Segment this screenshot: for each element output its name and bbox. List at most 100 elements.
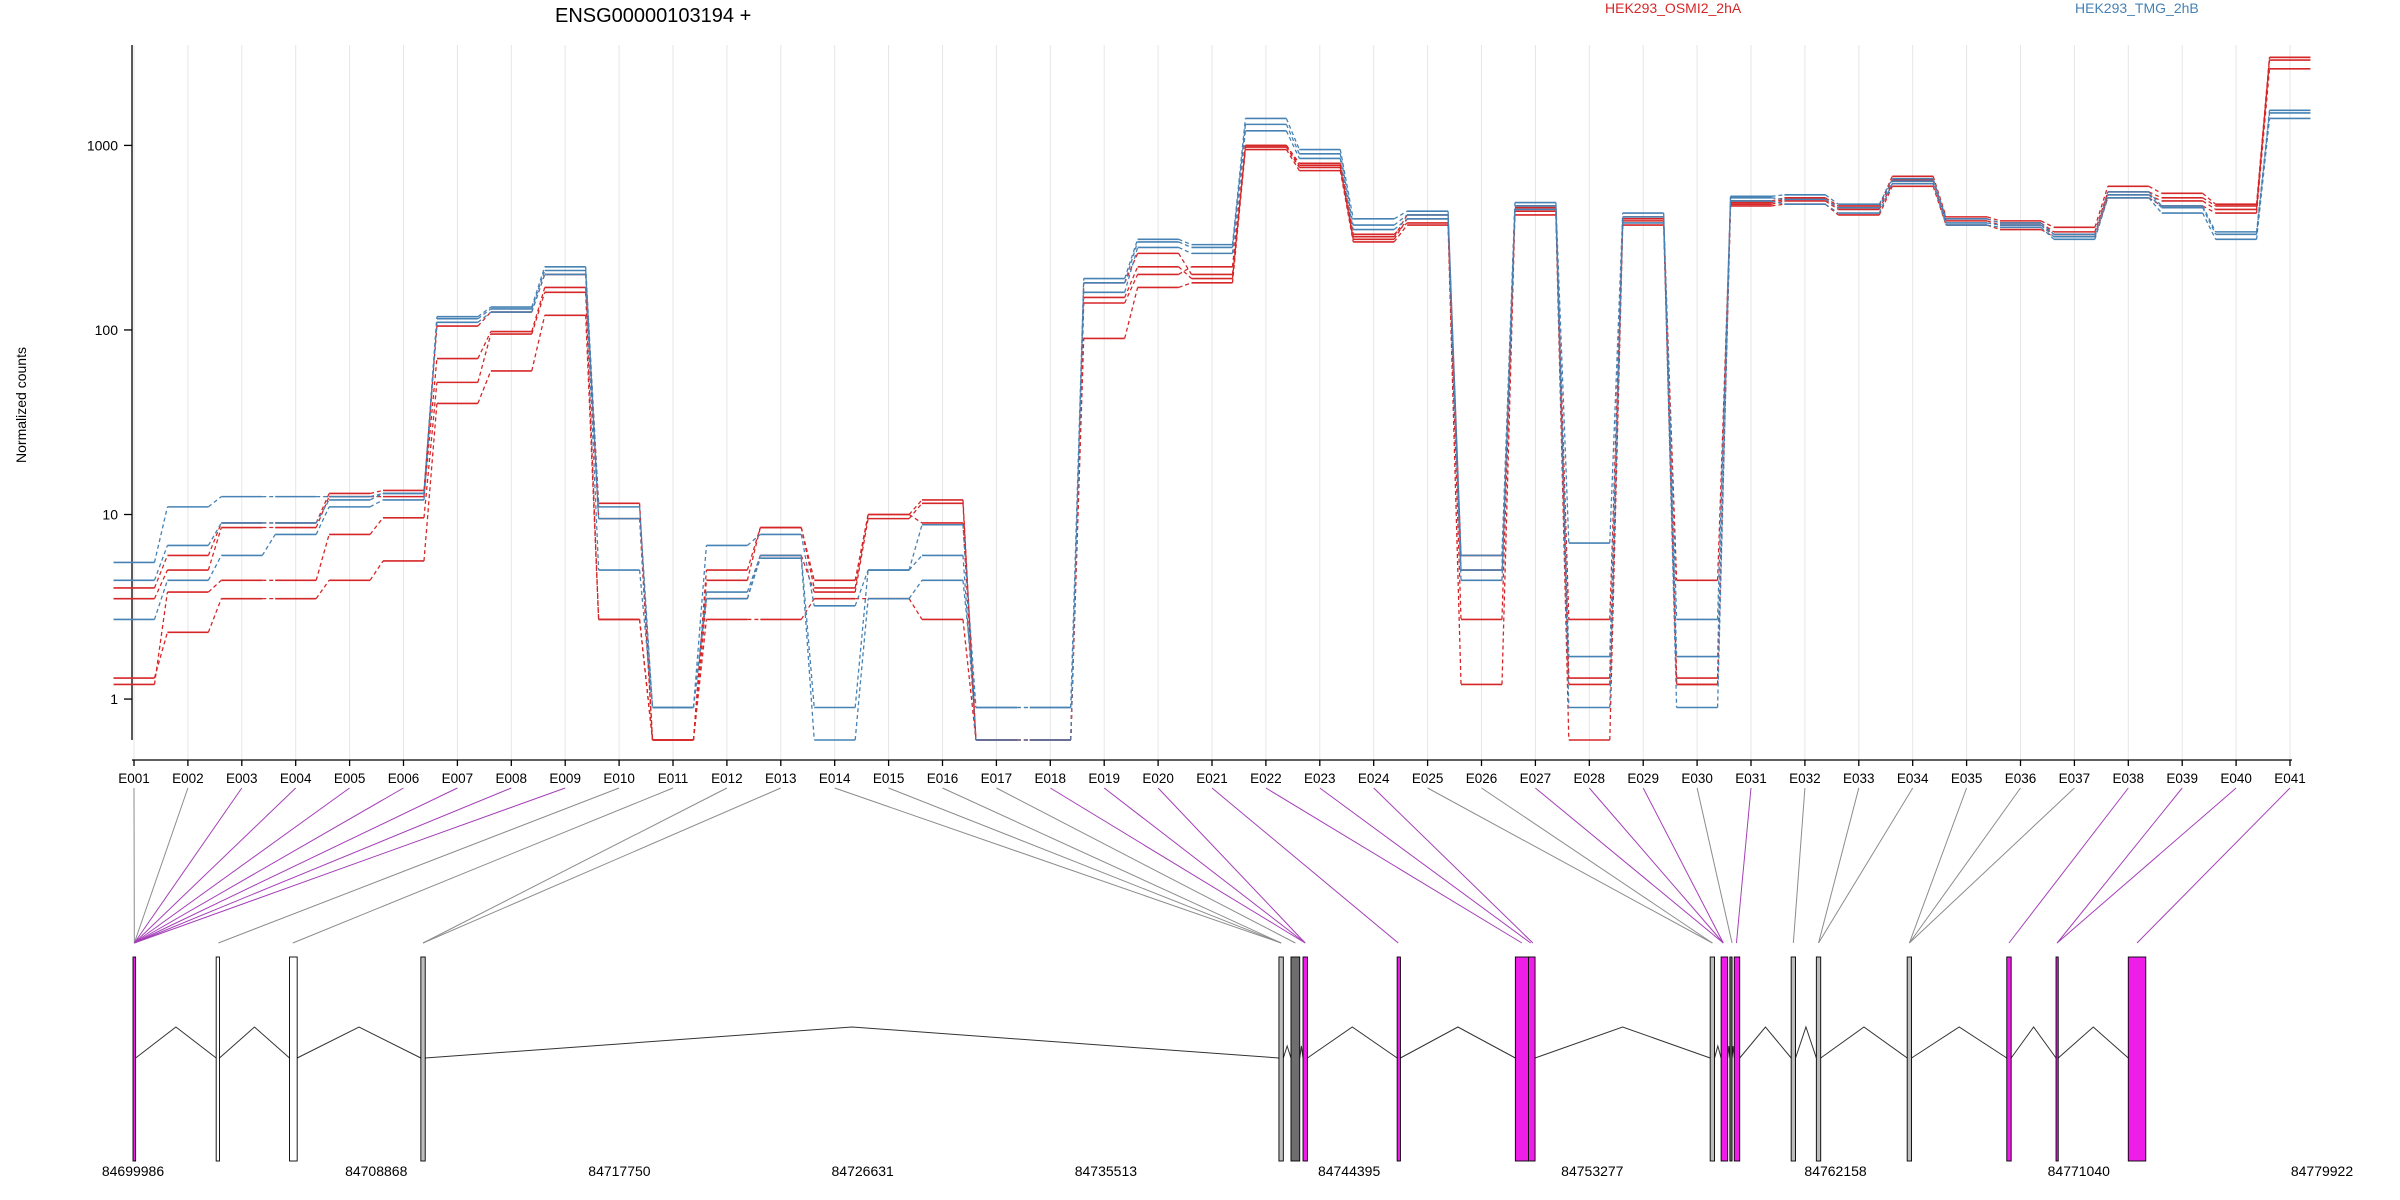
data-connector xyxy=(153,545,169,581)
data-connector xyxy=(2094,197,2109,240)
exon-block xyxy=(289,956,298,1162)
data-connector xyxy=(1986,218,2001,224)
x-tick-label-e017: E017 xyxy=(981,771,1013,786)
data-connector xyxy=(315,496,330,528)
data-connector xyxy=(1716,196,1732,620)
exon-connector xyxy=(134,787,350,944)
exon-block xyxy=(1733,956,1741,1162)
x-tick-label-e008: E008 xyxy=(496,771,528,786)
exon-connector xyxy=(218,787,620,944)
genome-coordinate-label: 84699986 xyxy=(102,1163,165,1179)
x-tick-label-e026: E026 xyxy=(1466,771,1498,786)
data-connector xyxy=(1124,266,1139,298)
data-connector xyxy=(153,569,169,599)
data-connector xyxy=(369,492,384,501)
data-connector xyxy=(477,370,492,404)
data-connector xyxy=(315,534,330,581)
data-connector xyxy=(1124,253,1139,284)
data-connector xyxy=(1555,211,1570,620)
data-connector xyxy=(531,292,546,335)
intron-line xyxy=(1299,1045,1304,1059)
data-connector xyxy=(1825,198,1839,209)
x-tick-label-e023: E023 xyxy=(1304,771,1336,786)
data-connector xyxy=(1609,222,1624,708)
x-tick-label-e001: E001 xyxy=(118,771,150,786)
exon-connector xyxy=(1319,787,1531,944)
exon-block xyxy=(1709,956,1716,1162)
data-connector xyxy=(1393,218,1408,231)
x-tick-label-e033: E033 xyxy=(1843,771,1875,786)
intron-line xyxy=(2010,1026,2057,1059)
genome-coordinate-label: 84771040 xyxy=(2048,1163,2111,1179)
exon-block xyxy=(1729,956,1733,1162)
x-tick-label-e011: E011 xyxy=(658,771,689,786)
data-connector xyxy=(1663,213,1678,620)
data-connector xyxy=(2255,110,2271,232)
exon-connector xyxy=(888,787,1282,944)
data-connector xyxy=(261,534,276,556)
data-connector xyxy=(2202,205,2216,214)
exon-block xyxy=(1514,956,1529,1162)
data-connector xyxy=(638,570,654,708)
exon-connector xyxy=(1735,787,1752,944)
data-connector xyxy=(1771,197,1785,201)
data-connector xyxy=(315,499,330,524)
data-connector xyxy=(369,517,384,535)
data-connector xyxy=(477,331,492,359)
data-connector xyxy=(531,270,546,310)
data-connector xyxy=(1555,202,1570,544)
data-connector xyxy=(1339,170,1354,243)
data-connector xyxy=(153,580,169,620)
exon-connector xyxy=(1427,787,1713,944)
data-connector xyxy=(962,524,977,708)
data-connector xyxy=(692,545,708,708)
data-connector xyxy=(1824,194,1839,205)
intron-line xyxy=(1282,1044,1292,1059)
data-connector xyxy=(854,514,869,589)
data-connector xyxy=(1771,197,1785,202)
exon-connector xyxy=(1157,787,1306,944)
data-connector xyxy=(1070,338,1085,741)
exon-connector xyxy=(834,787,1282,944)
data-connector xyxy=(369,499,384,508)
x-tick-label-e021: E021 xyxy=(1196,771,1228,786)
x-tick-label-e003: E003 xyxy=(226,771,258,786)
exon-block xyxy=(1290,956,1301,1162)
exon-block xyxy=(1906,956,1913,1162)
intron-line xyxy=(296,1026,422,1059)
data-connector xyxy=(423,316,438,494)
data-connector xyxy=(207,555,222,581)
data-connector xyxy=(315,493,330,524)
data-connector xyxy=(638,619,654,741)
x-tick-label-e029: E029 xyxy=(1627,771,1659,786)
exon-connector xyxy=(1696,787,1733,944)
data-connector xyxy=(800,598,815,620)
x-tick-label-e007: E007 xyxy=(442,771,474,786)
exon-connector xyxy=(1211,787,1399,944)
exon-block xyxy=(1302,956,1308,1162)
intron-line xyxy=(1795,1025,1817,1059)
exon-connector xyxy=(134,787,512,944)
data-connector xyxy=(2202,207,2217,235)
exon-connector xyxy=(996,787,1296,944)
data-connector xyxy=(477,306,492,318)
data-connector xyxy=(315,506,330,535)
exon-block xyxy=(1396,956,1401,1162)
data-connector xyxy=(746,555,761,593)
exon-connector xyxy=(1642,787,1724,944)
data-connector xyxy=(908,513,923,524)
exon-connector xyxy=(1909,787,2075,944)
data-connector xyxy=(2202,205,2217,233)
data-connector xyxy=(207,496,222,508)
data-connector xyxy=(585,266,600,507)
data-connector xyxy=(962,555,977,741)
data-connector xyxy=(1555,205,1570,657)
data-connector xyxy=(207,522,222,556)
data-connector xyxy=(1339,153,1354,226)
data-connector xyxy=(207,522,222,546)
x-tick-label-e012: E012 xyxy=(711,771,743,786)
exon-connector xyxy=(2136,787,2291,944)
exon-connector xyxy=(292,787,674,944)
x-tick-label-e024: E024 xyxy=(1358,771,1390,786)
data-connector xyxy=(477,308,492,320)
